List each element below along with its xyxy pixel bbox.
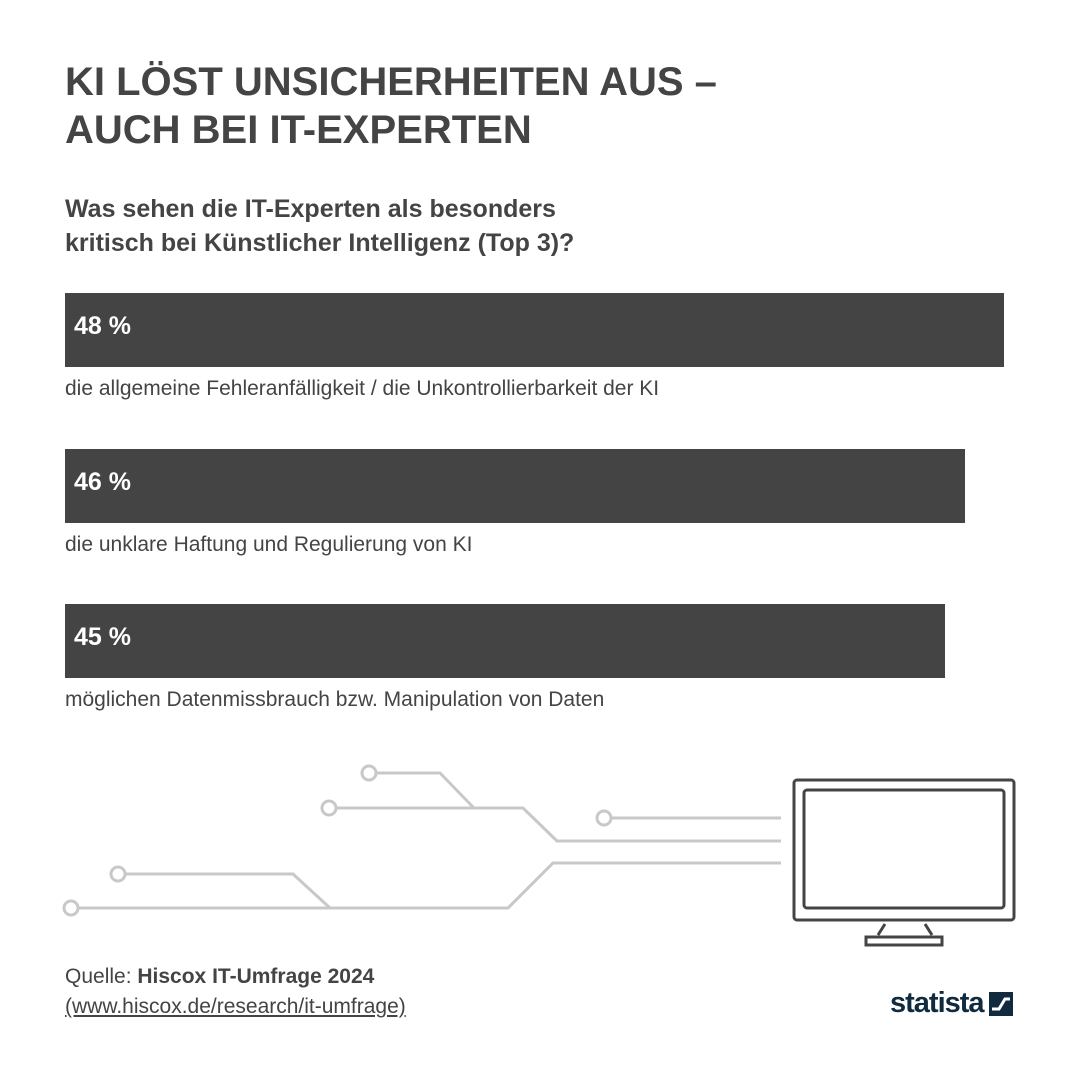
subtitle-line-2: kritisch bei Künstlicher Intelligenz (To… [65,229,575,257]
title-line-1: KI LÖST UNSICHERHEITEN AUS – [65,60,717,104]
source-name: Hiscox IT-Umfrage 2024 [137,965,375,988]
statista-logo-icon [988,991,1013,1016]
bar-row: 48 % die allgemeine Fehleranfälligkeit / … [65,293,1015,401]
source-note: Quelle: Hiscox IT-Umfrage 2024 (www.hisc… [65,962,406,1022]
bar-row: 46 % die unklare Haftung und Regulierung … [65,449,1015,557]
category-label: die unklare Haftung und Regulierung von … [65,533,473,556]
bar: 46 % [65,449,965,523]
page-title: KI LÖST UNSICHERHEITEN AUS – AUCH BEI IT… [65,58,965,154]
subtitle-line-1: Was sehen die IT-Experten als besonders [65,195,556,223]
category-label: möglichen Datenmissbrauch bzw. Manipulat… [65,688,605,711]
statista-logo: statista [890,987,1013,1020]
bar: 45 % [65,604,946,678]
source-prefix: Quelle: [65,965,138,988]
circuit-lines [62,764,781,917]
chart-subtitle: Was sehen die IT-Experten als besonders … [65,192,765,260]
title-line-2: AUCH BEI IT-EXPERTEN [65,108,532,152]
bar: 48 % [65,293,1004,367]
bar-row: 45 % möglichen Datenmissbrauch bzw. Manip… [65,604,1015,712]
monitor-icon [792,778,1016,947]
source-link[interactable]: (www.hiscox.de/research/it-umfrage) [65,995,406,1018]
bar-value-label: 45 % [74,623,131,651]
category-label: die allgemeine Fehleranfälligkeit / die … [65,377,660,400]
logo-text: statista [890,987,985,1019]
bar-value-label: 48 % [74,312,131,340]
bar-value-label: 46 % [74,468,131,496]
